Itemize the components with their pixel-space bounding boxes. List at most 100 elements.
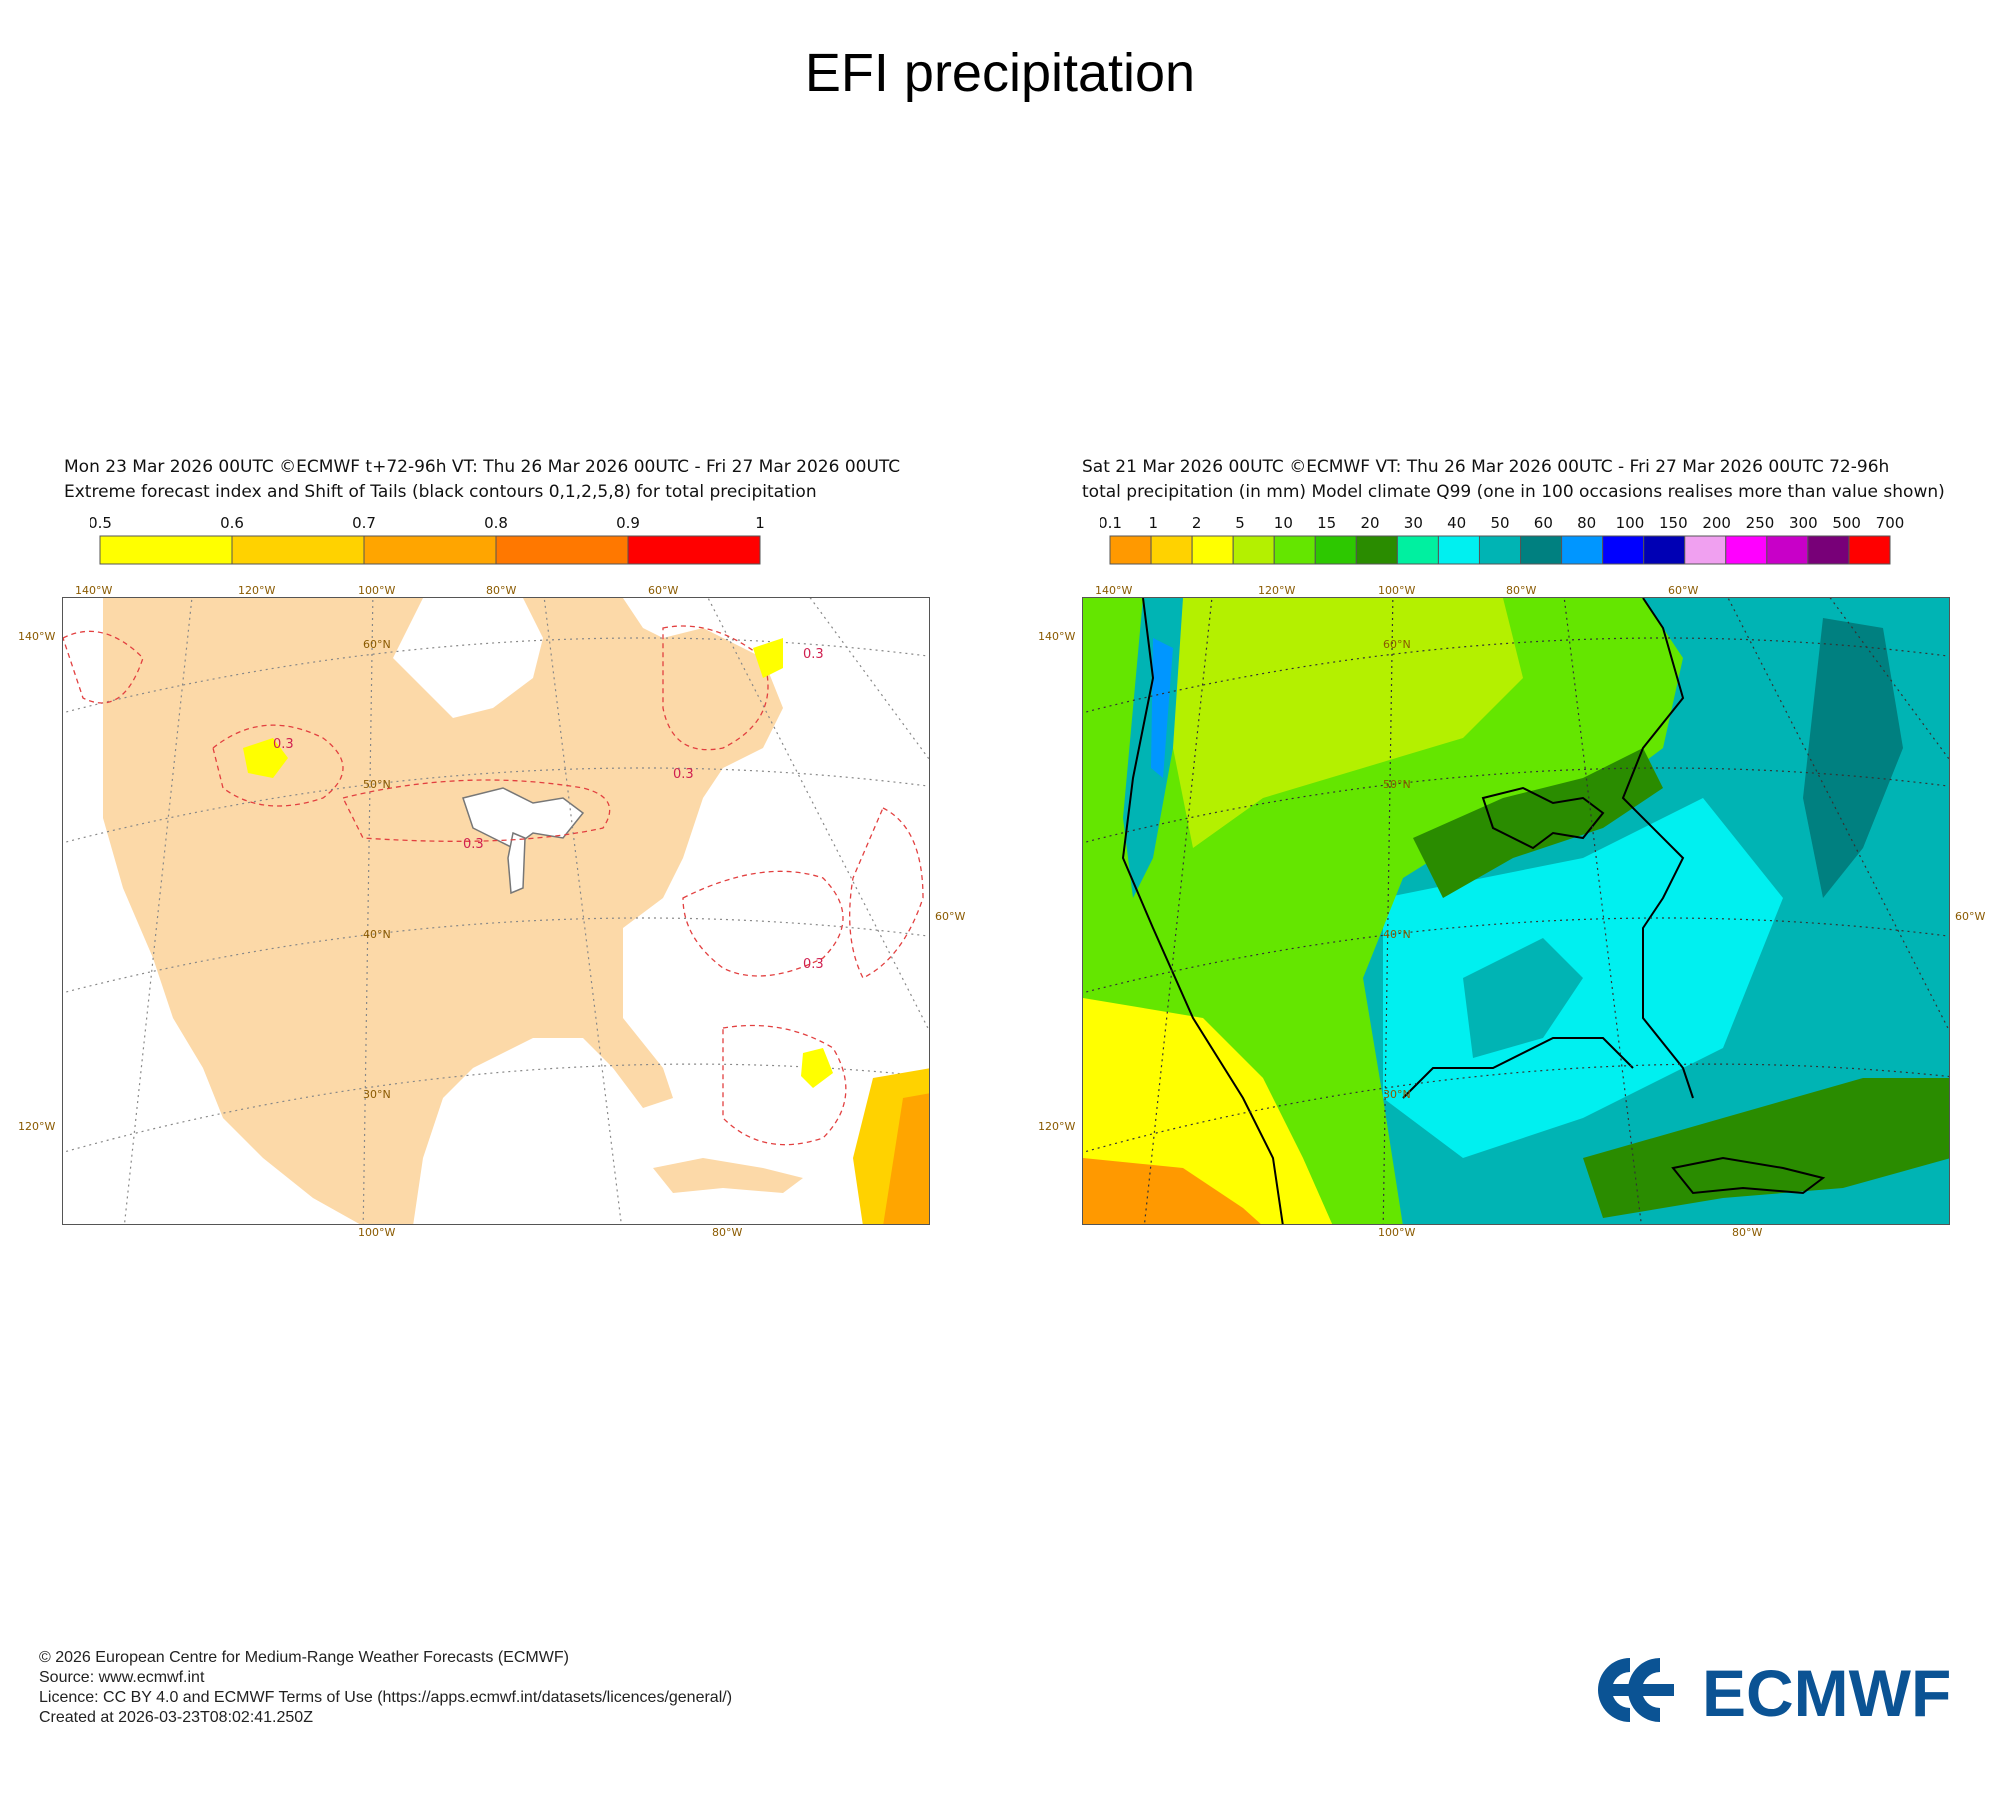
ecmwf-logo-icon xyxy=(1598,1658,1674,1722)
contour-label: 0.3 xyxy=(463,837,484,852)
left-colorbar-tick-label: 0.9 xyxy=(616,514,640,532)
right-map-svg: 60°N 50°N 40°N 30°N xyxy=(1083,598,1949,1224)
left-colorbar-swatch xyxy=(627,535,761,565)
right-colorbar-swatch xyxy=(1561,535,1604,565)
left-colorbar-tick-label: 1 xyxy=(755,514,765,532)
right-colorbar-swatch xyxy=(1314,535,1357,565)
left-colorbar-tick-label: 0.6 xyxy=(220,514,244,532)
axis-label: 120°W xyxy=(1038,1120,1075,1133)
page-title: EFI precipitation xyxy=(804,43,1196,103)
ecmwf-logo-text: ECMWF xyxy=(1702,1656,1951,1730)
axis-label: 100°W xyxy=(1378,584,1415,597)
efi-patch-atlantic xyxy=(801,1048,833,1088)
right-colorbar-tick-label: 200 xyxy=(1702,514,1731,532)
axis-label: 120°W xyxy=(1258,584,1295,597)
footer: © 2026 European Centre for Medium-Range … xyxy=(39,1648,732,1728)
right-colorbar-tick-label: 700 xyxy=(1876,514,1905,532)
right-colorbar-tick-label: 40 xyxy=(1447,514,1466,532)
left-colorbar-swatch xyxy=(495,535,629,565)
right-colorbar-tick-label: 60 xyxy=(1534,514,1553,532)
precip-zone-lime xyxy=(1163,598,1523,848)
lake-michigan xyxy=(507,831,526,895)
axis-label: 140°W xyxy=(1038,630,1075,643)
lat-label: 40°N xyxy=(363,928,391,941)
lat-label: 30°N xyxy=(1383,1088,1411,1101)
left-panel-line1: Mon 23 Mar 2026 00UTC ©ECMWF t+72-96h VT… xyxy=(64,457,901,477)
left-map: 0.3 0.3 0.3 0.3 0.3 60°N 50°N 40°N 30°N xyxy=(62,597,930,1225)
left-colorbar-swatch xyxy=(99,535,233,565)
right-colorbar-swatch xyxy=(1396,535,1439,565)
efi-patch-caribbean-inner xyxy=(883,1093,929,1224)
left-panel-line2: Extreme forecast index and Shift of Tail… xyxy=(64,482,817,502)
right-colorbar-tick-label: 2 xyxy=(1192,514,1202,532)
coastlines xyxy=(1121,598,1826,1224)
right-panel-line1: Sat 21 Mar 2026 00UTC ©ECMWF VT: Thu 26 … xyxy=(1082,457,1890,477)
contour-label: 0.3 xyxy=(273,737,294,752)
right-colorbar-swatch xyxy=(1191,535,1234,565)
left-colorbar-tick-label: 0.8 xyxy=(484,514,508,532)
precip-zone-blue-coast xyxy=(1151,638,1173,778)
right-colorbar-tick-label: 0.1 xyxy=(1100,514,1122,532)
axis-label: 80°W xyxy=(1732,1226,1762,1239)
precip-zone-atlantic-dark xyxy=(1803,618,1903,898)
axis-label: 80°W xyxy=(712,1226,742,1239)
right-colorbar-tick-label: 300 xyxy=(1789,514,1818,532)
lat-label: 30°N xyxy=(363,1088,391,1101)
ecmwf-logo: ECMWF xyxy=(1598,1656,1951,1730)
lat-label: 60°N xyxy=(363,638,391,651)
left-map-axis-labels: 140°W 120°W 100°W 80°W 60°W 140°W 120°W … xyxy=(18,584,965,1239)
left-contour-labels: 0.3 0.3 0.3 0.3 0.3 xyxy=(273,647,824,972)
precip-zone-caribbean xyxy=(1583,1078,1949,1218)
right-colorbar-tick-label: 80 xyxy=(1577,514,1596,532)
footer-created: Created at 2026-03-23T08:02:41.250Z xyxy=(39,1709,313,1726)
contour-label: 0.3 xyxy=(803,957,824,972)
right-colorbar-swatch xyxy=(1602,535,1645,565)
right-map-axis-labels: 140°W 120°W 100°W 80°W 60°W 140°W 120°W … xyxy=(1038,584,1985,1239)
right-colorbar-tick-label: 150 xyxy=(1659,514,1688,532)
right-colorbar-tick-label: 10 xyxy=(1274,514,1293,532)
right-lat-labels: 60°N 50°N 40°N 30°N xyxy=(1383,638,1411,1101)
right-colorbar-swatch xyxy=(1232,535,1275,565)
right-colorbar-swatch xyxy=(1725,535,1768,565)
right-colorbar-tick-label: 20 xyxy=(1360,514,1379,532)
right-colorbar-tick-label: 5 xyxy=(1235,514,1245,532)
left-panel-header: Mon 23 Mar 2026 00UTC ©ECMWF t+72-96h VT… xyxy=(64,455,900,505)
right-colorbar-swatch xyxy=(1766,535,1809,565)
axis-label: 60°W xyxy=(1668,584,1698,597)
right-colorbar-swatch xyxy=(1848,535,1891,565)
footer-copyright: © 2026 European Centre for Medium-Range … xyxy=(39,1649,569,1666)
axis-label: 140°W xyxy=(75,584,112,597)
axis-label: 100°W xyxy=(1378,1226,1415,1239)
axis-label: 120°W xyxy=(18,1120,55,1133)
right-colorbar: 0.1 1 2 5 10 15 20 30 40 50 60 80 100 150 200 250 300 500… xyxy=(1100,514,1905,565)
graticule xyxy=(63,598,929,1224)
right-colorbar-swatch xyxy=(1643,535,1686,565)
precip-zone-darkgreen xyxy=(1413,748,1663,898)
axis-label: 80°W xyxy=(486,584,516,597)
right-colorbar-tick-label: 30 xyxy=(1404,514,1423,532)
lat-label: 40°N xyxy=(1383,928,1411,941)
right-colorbar-swatch xyxy=(1520,535,1563,565)
right-colorbar-swatch xyxy=(1807,535,1850,565)
right-colorbar-tick-label: 100 xyxy=(1616,514,1645,532)
axis-label: 60°W xyxy=(1955,910,1985,923)
axis-label: 80°W xyxy=(1506,584,1536,597)
axis-label: 60°W xyxy=(648,584,678,597)
left-colorbar-swatch xyxy=(231,535,365,565)
precip-zone-teal xyxy=(1463,938,1583,1058)
right-map: 60°N 50°N 40°N 30°N xyxy=(1082,597,1950,1225)
right-colorbar-swatch xyxy=(1437,535,1480,565)
precip-zone-orange xyxy=(1083,1158,1261,1224)
right-panel-header: Sat 21 Mar 2026 00UTC ©ECMWF VT: Thu 26 … xyxy=(1082,455,1945,505)
left-map-svg: 0.3 0.3 0.3 0.3 0.3 60°N 50°N 40°N 30°N xyxy=(63,598,929,1224)
axis-label: 120°W xyxy=(238,584,275,597)
right-colorbar-tick-label: 500 xyxy=(1832,514,1861,532)
lat-label: 50°N xyxy=(363,778,391,791)
left-colorbar-tick-label: 0.5 xyxy=(90,514,112,532)
right-colorbar-tick-label: 250 xyxy=(1746,514,1775,532)
contour-label: 0.3 xyxy=(673,767,694,782)
graticule xyxy=(1083,598,1949,1224)
right-colorbar-swatch xyxy=(1273,535,1316,565)
lat-label: 50°N xyxy=(1383,778,1411,791)
axis-label: 140°W xyxy=(1095,584,1132,597)
